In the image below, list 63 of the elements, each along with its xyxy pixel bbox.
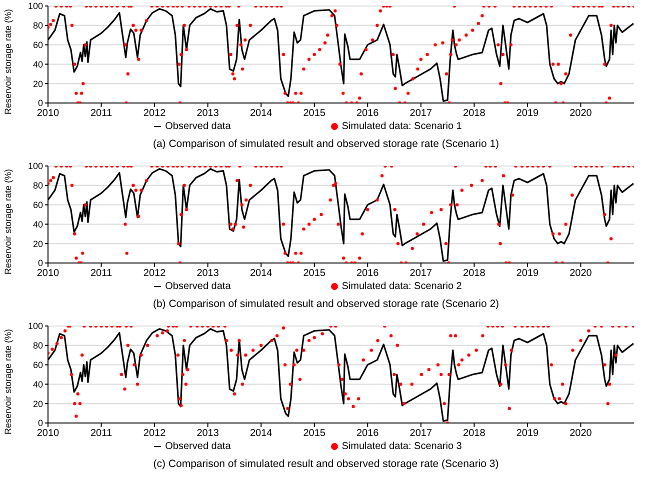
x-tick-label: 2019 (516, 428, 540, 440)
x-tick-label: 2010 (36, 108, 60, 120)
x-tick-label: 2014 (250, 108, 273, 120)
x-tick-label: 2017 (410, 108, 432, 120)
y-tick-label: 40 (32, 59, 43, 70)
x-tick-label: 2020 (570, 108, 592, 120)
text: (a) Comparison of simulated result and observed storage rate (Scenario 1) (152, 138, 500, 150)
x-tick-label: 2020 (570, 428, 592, 440)
x-tick-label: 2018 (463, 428, 486, 440)
x-tick-label: 2019 (516, 108, 540, 120)
x-tick-label: 2018 (463, 268, 486, 280)
legend-label: Observed data (165, 121, 231, 132)
x-tick-label: 2016 (356, 428, 380, 440)
y-tick-label: 0 (38, 418, 43, 428)
text: (b) Comparison of simulated result and observed storage rate (Scenario 2) (152, 298, 500, 310)
x-tick-label: 2016 (356, 268, 380, 280)
y-tick-label: 20 (32, 238, 43, 249)
y-tick-label: 60 (32, 360, 43, 370)
y-tick-label: 40 (32, 379, 43, 390)
x-tick-label: 2012 (143, 108, 166, 120)
y-axis-title: Reservoir storage rate (%) (3, 328, 14, 434)
x-tick-label: 2015 (303, 108, 326, 120)
text: (c) Comparison of simulated result and observed storage rate (Scenario 3) (152, 458, 500, 470)
x-tick-label: 2013 (196, 428, 220, 440)
x-tick-label: 2013 (196, 108, 220, 120)
x-tick-label: 2019 (516, 268, 540, 280)
y-tick-label: 20 (32, 398, 43, 409)
x-tick-label: 2012 (143, 428, 166, 440)
legend-label: Simulated data: Scenario 1 (342, 121, 462, 132)
y-tick-label: 0 (38, 258, 43, 268)
x-tick-label: 2015 (303, 428, 326, 440)
y-tick-label: 80 (32, 340, 43, 351)
legend-label: Simulated data: Scenario 2 (342, 281, 462, 292)
x-tick-label: 2018 (463, 108, 486, 120)
x-tick-label: 2011 (90, 428, 112, 440)
y-tick-label: 100 (28, 161, 43, 172)
x-tick-label: 2010 (36, 428, 60, 440)
y-tick-label: 80 (32, 180, 43, 191)
y-tick-label: 100 (28, 321, 43, 332)
x-tick-label: 2017 (410, 268, 432, 280)
x-tick-label: 2017 (410, 428, 432, 440)
legend-label: Observed data (165, 281, 231, 292)
x-tick-label: 2014 (250, 428, 273, 440)
y-tick-label: 60 (32, 40, 43, 50)
y-tick-label: 60 (32, 200, 43, 210)
x-tick-label: 2020 (570, 268, 592, 280)
legend-label: Observed data (165, 441, 231, 452)
y-axis-title: Reservoir storage rate (%) (3, 168, 14, 274)
x-tick-label: 2010 (36, 268, 60, 280)
x-tick-label: 2011 (90, 108, 112, 120)
y-tick-label: 100 (28, 1, 43, 12)
y-tick-label: 80 (32, 20, 43, 31)
x-tick-label: 2014 (250, 268, 273, 280)
x-tick-label: 2013 (196, 268, 220, 280)
x-tick-label: 2015 (303, 268, 326, 280)
y-tick-label: 40 (32, 219, 43, 230)
y-tick-label: 20 (32, 78, 43, 89)
y-tick-label: 0 (38, 98, 43, 108)
y-axis-title: Reservoir storage rate (%) (3, 8, 14, 114)
legend-label: Simulated data: Scenario 3 (342, 441, 462, 452)
x-tick-label: 2016 (356, 108, 380, 120)
x-tick-label: 2012 (143, 268, 166, 280)
x-tick-label: 2011 (90, 268, 112, 280)
